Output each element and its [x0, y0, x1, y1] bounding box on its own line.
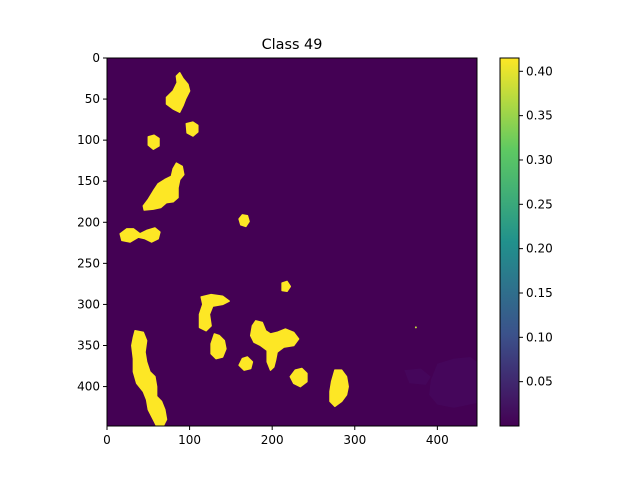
colorbar-tick-label: 0.40	[526, 64, 553, 78]
y-tick-label: 100	[77, 133, 100, 147]
heatmap-faint-region	[404, 368, 431, 385]
colorbar-tick-label: 0.15	[526, 286, 553, 300]
plot-frame	[106, 57, 478, 427]
y-tick-label: 300	[77, 297, 100, 311]
colorbar-tick-label: 0.35	[526, 109, 553, 123]
x-tick-label: 400	[426, 433, 449, 447]
heatmap-blob	[289, 367, 308, 388]
heatmap-blob	[329, 369, 349, 408]
heatmap-blob	[249, 320, 300, 371]
heatmap-blob	[142, 162, 185, 211]
heatmap-blob	[238, 214, 250, 228]
heatmap-blob	[165, 72, 191, 113]
colorbar-tick-label: 0.20	[526, 242, 553, 256]
x-axis: 0 100 200 300 400	[103, 426, 449, 447]
x-tick-label: 200	[261, 433, 284, 447]
colorbar-gradient	[499, 57, 520, 427]
heatmap-area	[106, 57, 478, 427]
heatmap-blobs	[119, 72, 417, 426]
heatmap-blob	[119, 227, 161, 243]
faint-regions	[404, 357, 477, 408]
y-tick-label: 250	[77, 256, 100, 270]
colorbar-ticks: 0.05 0.10 0.15 0.20 0.25 0.30 0.35 0.40	[519, 64, 553, 389]
heatmap-blob	[281, 280, 292, 293]
heatmap-background	[107, 58, 477, 426]
y-tick-label: 0	[92, 51, 100, 65]
heatmap-faint-region	[429, 357, 477, 408]
heatmap-blob	[131, 329, 168, 426]
y-tick-label: 150	[77, 174, 100, 188]
heatmap-blob	[185, 121, 199, 137]
x-tick-label: 0	[103, 433, 111, 447]
y-tick-label: 200	[77, 215, 100, 229]
colorbar-tick-label: 0.30	[526, 153, 553, 167]
x-tick-label: 300	[343, 433, 366, 447]
heatmap-blob	[198, 293, 230, 332]
heatmap-speck	[414, 326, 417, 329]
colorbar-tick-label: 0.05	[526, 375, 553, 389]
y-tick-label: 400	[77, 380, 100, 394]
heatmap-blob	[210, 333, 227, 360]
y-axis: 0 50 100 150 200 250 300 350 400	[77, 51, 107, 394]
colorbar-tick-label: 0.25	[526, 197, 553, 211]
y-tick-label: 350	[77, 339, 100, 353]
heatmap-blob	[147, 134, 160, 150]
chart-title: Class 49	[262, 37, 323, 53]
colorbar-tick-label: 0.10	[526, 330, 553, 344]
y-tick-label: 50	[85, 92, 100, 106]
colorbar: 0.05 0.10 0.15 0.20 0.25 0.30 0.35 0.40	[499, 57, 553, 427]
heatmap-blob	[238, 356, 254, 371]
x-tick-label: 100	[178, 433, 201, 447]
